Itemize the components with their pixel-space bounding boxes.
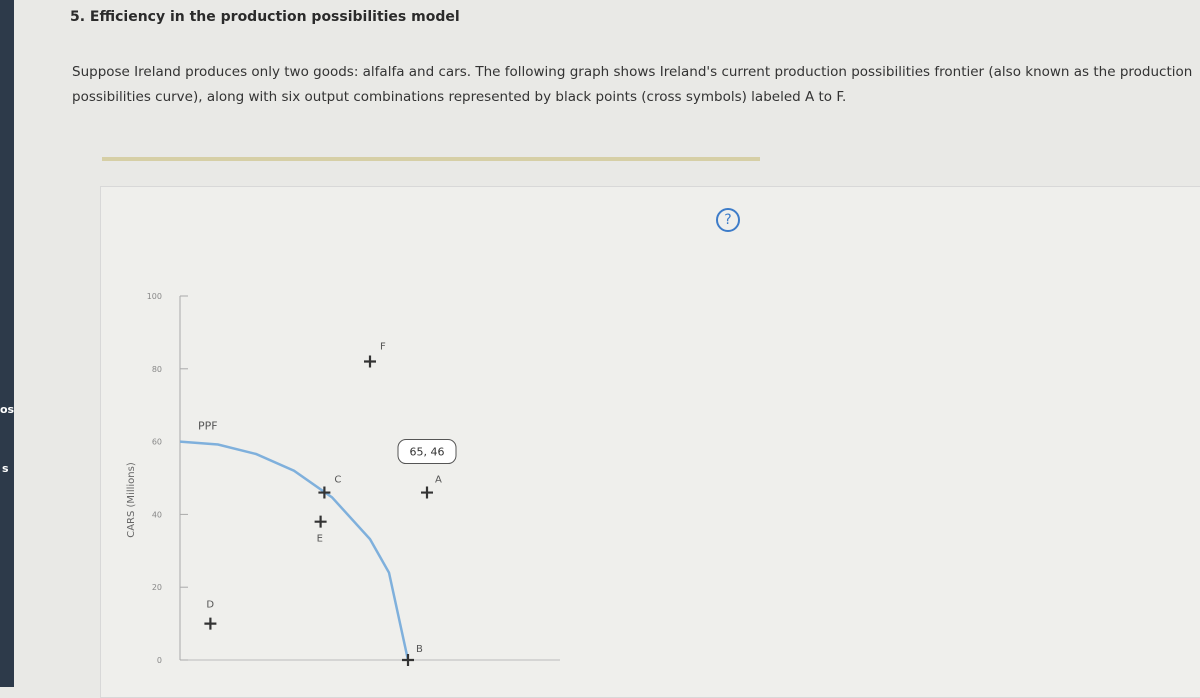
point: [204, 617, 217, 630]
sidebar-item: os: [0, 403, 15, 416]
point-label: E: [317, 534, 323, 545]
y-tick-label: 0: [157, 656, 162, 665]
help-button[interactable]: ?: [716, 208, 740, 232]
y-tick-label: 40: [152, 510, 162, 519]
sidebar-item: s: [2, 462, 9, 475]
sidebar: os s: [0, 0, 14, 687]
question-title: 5. Efficiency in the production possibil…: [70, 9, 460, 25]
y-tick-label: 20: [152, 583, 162, 592]
point: [318, 486, 331, 499]
point-label: D: [206, 600, 214, 611]
point: [402, 654, 414, 666]
question-text: Suppose Ireland produces only two goods:…: [72, 64, 1193, 105]
point-label: A: [435, 475, 442, 486]
tooltip: 65, 46: [410, 446, 445, 459]
tooltip-box: [397, 439, 457, 465]
y-tick-label: 60: [152, 438, 162, 447]
point-label: C: [334, 475, 341, 486]
curve-label: PPF: [198, 420, 218, 433]
ppf-curve: [179, 440, 410, 661]
point: [364, 355, 376, 368]
point-label: F: [380, 342, 386, 353]
y-tick-label: 100: [147, 292, 162, 301]
y-axis-label: CARS (Millions): [126, 462, 137, 538]
divider: [102, 157, 760, 161]
point: [314, 515, 327, 528]
point: [421, 486, 433, 499]
point-label: B: [416, 644, 423, 655]
y-tick-label: 80: [152, 365, 162, 374]
